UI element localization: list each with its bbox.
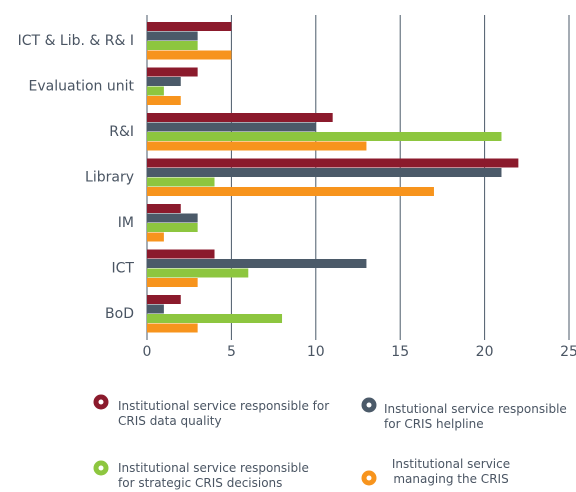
bar bbox=[147, 168, 502, 177]
bar bbox=[147, 96, 181, 105]
x-tick-label: 0 bbox=[143, 344, 152, 360]
bar bbox=[147, 213, 198, 223]
legend-label: Instutional service responsible for CRIS… bbox=[384, 402, 567, 431]
bar bbox=[147, 50, 232, 60]
bar bbox=[147, 141, 367, 151]
bar bbox=[147, 41, 198, 50]
legend-label: Institutional service responsible for CR… bbox=[118, 399, 330, 428]
bar bbox=[147, 295, 181, 304]
bar bbox=[147, 223, 198, 232]
bar bbox=[147, 314, 283, 323]
y-tick-label: R&I bbox=[109, 124, 134, 140]
bar bbox=[147, 158, 519, 168]
y-tick-label: BoD bbox=[105, 306, 134, 322]
legend-marker-dot bbox=[98, 399, 104, 405]
bar bbox=[147, 323, 198, 333]
x-tick-label: 5 bbox=[227, 344, 236, 360]
bar bbox=[147, 259, 367, 268]
legend-marker-dot bbox=[366, 402, 372, 408]
y-tick-label: Evaluation unit bbox=[29, 79, 135, 95]
y-tick-label: Library bbox=[85, 170, 134, 186]
x-tick-label: 10 bbox=[307, 344, 325, 360]
bar bbox=[147, 249, 215, 259]
bar bbox=[147, 86, 164, 96]
bar bbox=[147, 177, 215, 187]
bar bbox=[147, 113, 333, 122]
y-tick-label: ICT bbox=[112, 261, 135, 277]
bar bbox=[147, 204, 181, 213]
x-tick-label: 20 bbox=[476, 344, 494, 360]
bar bbox=[147, 22, 232, 31]
bar bbox=[147, 122, 316, 132]
bar bbox=[147, 278, 198, 287]
bar bbox=[147, 232, 164, 242]
legend-marker-dot bbox=[98, 465, 104, 471]
bar bbox=[147, 31, 198, 41]
bar bbox=[147, 67, 198, 77]
bar bbox=[147, 304, 164, 314]
legend-label: Institutional service responsible for st… bbox=[118, 461, 309, 490]
legend-label: Institutional service managing the CRIS bbox=[391, 457, 511, 486]
y-tick-label: ICT & Lib. & R& I bbox=[18, 33, 134, 49]
bar bbox=[147, 77, 181, 86]
bar bbox=[147, 132, 502, 141]
y-tick-label: IM bbox=[118, 215, 134, 231]
x-tick-label: 15 bbox=[391, 344, 409, 360]
legend-marker-dot bbox=[366, 475, 372, 481]
x-tick-label: 25 bbox=[560, 344, 576, 360]
bar bbox=[147, 268, 249, 278]
bar bbox=[147, 187, 434, 196]
